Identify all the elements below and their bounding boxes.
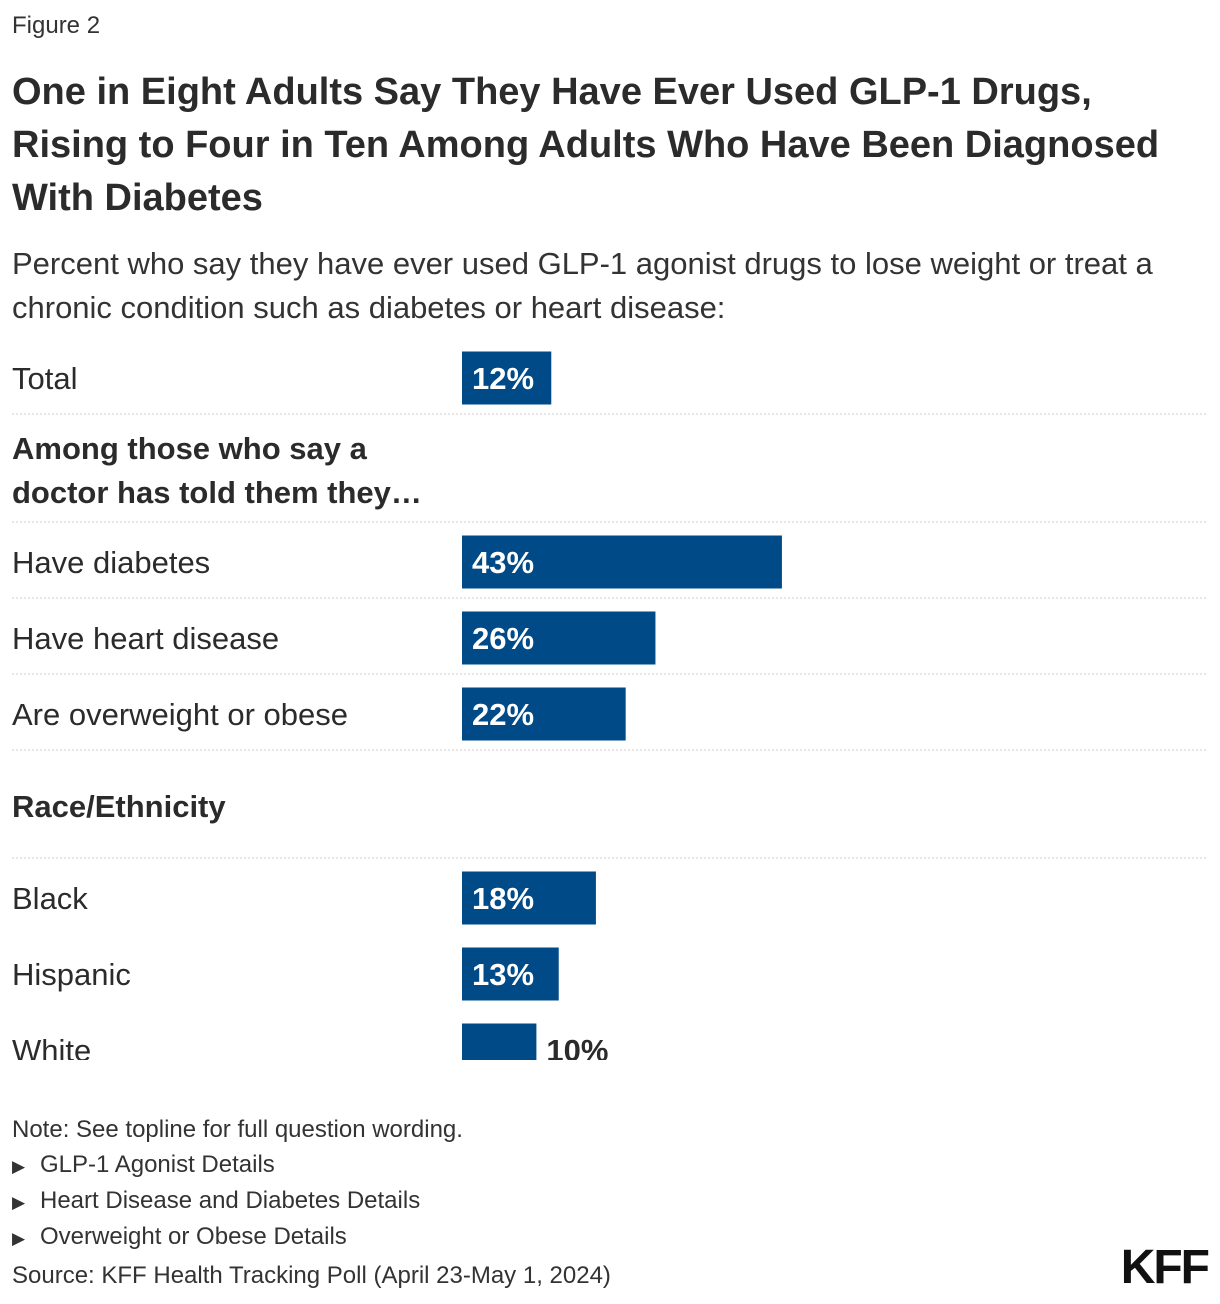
- row-label-black: Black: [12, 881, 88, 916]
- value-label-black: 18%: [472, 881, 534, 916]
- triangle-right-icon: ▶: [12, 1229, 26, 1248]
- row-label-hispanic: Hispanic: [12, 957, 131, 992]
- group-label: Among those who say a doctor has told the…: [12, 431, 422, 510]
- chart-subtitle: Percent who say they have ever used GLP-…: [12, 246, 1153, 325]
- group-label: Race/Ethnicity: [12, 789, 226, 824]
- bar-black: [462, 871, 596, 925]
- bar-white: [462, 1023, 537, 1060]
- bar-hispanic: [462, 947, 559, 1001]
- details-heart-diabetes[interactable]: ▶ Heart Disease and Diabetes Details: [12, 1184, 420, 1220]
- chart-title: One in Eight Adults Say They Have Ever U…: [12, 71, 1160, 219]
- row-label-total: Total: [12, 361, 77, 396]
- value-label-are-overweight-or-obese: 22%: [472, 697, 534, 732]
- details-heart-diabetes-label: Heart Disease and Diabetes Details: [40, 1187, 421, 1214]
- value-label-hispanic: 13%: [472, 957, 534, 992]
- note: Note: See topline for full question word…: [12, 1116, 463, 1143]
- kff-logo: KFF: [1120, 1241, 1210, 1294]
- bar-have-diabetes: [462, 535, 782, 589]
- bar-have-heart-disease: [462, 611, 656, 665]
- details-glp1[interactable]: ▶ GLP-1 Agonist Details: [12, 1148, 420, 1184]
- bar-are-overweight-or-obese: [462, 687, 626, 741]
- details-overweight-label: Overweight or Obese Details: [40, 1223, 347, 1250]
- bar-chart: Total 12% Among those who say a doctor has …: [12, 351, 1208, 1060]
- details-glp1-label: GLP-1 Agonist Details: [40, 1151, 275, 1178]
- value-label-white: 10%: [546, 1033, 608, 1060]
- value-label-have-heart-disease: 26%: [472, 621, 534, 656]
- value-label-have-diabetes: 43%: [472, 545, 534, 580]
- triangle-right-icon: ▶: [12, 1157, 26, 1176]
- row-label-have-diabetes: Have diabetes: [12, 545, 210, 580]
- details-overweight[interactable]: ▶ Overweight or Obese Details: [12, 1220, 420, 1256]
- figure-label: Figure 2: [12, 12, 101, 39]
- details-list: ▶ GLP-1 Agonist Details ▶ Heart Disease an…: [12, 1148, 420, 1256]
- row-label-white: White: [12, 1033, 91, 1060]
- row-label-have-heart-disease: Have heart disease: [12, 621, 279, 656]
- source: Source: KFF Health Tracking Poll (April …: [12, 1262, 611, 1289]
- row-label-are-overweight-or-obese: Are overweight or obese: [12, 697, 348, 732]
- triangle-right-icon: ▶: [12, 1193, 26, 1212]
- bar-total: [462, 351, 552, 405]
- value-label-total: 12%: [472, 361, 534, 396]
